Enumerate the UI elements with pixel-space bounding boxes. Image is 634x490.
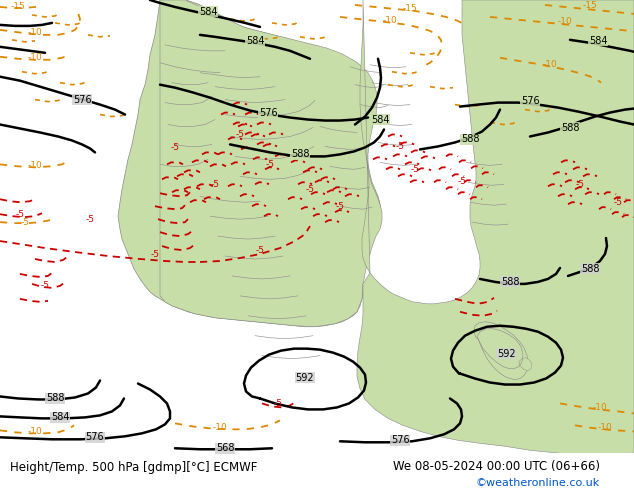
Text: -5: -5 [306,185,314,194]
Text: 588: 588 [461,134,479,145]
Text: -5: -5 [256,245,264,254]
Text: -10: -10 [543,60,557,69]
Polygon shape [160,0,382,327]
Text: 588: 588 [46,393,64,403]
Text: 576: 576 [86,432,105,442]
Text: 576: 576 [521,96,540,106]
Text: -15: -15 [583,1,597,10]
Text: -5: -5 [210,180,219,189]
Text: -10: -10 [28,28,42,37]
Text: -5: -5 [273,399,283,408]
Text: -5: -5 [458,177,467,186]
Text: 584: 584 [51,413,69,422]
Text: We 08-05-2024 00:00 UTC (06+66): We 08-05-2024 00:00 UTC (06+66) [393,460,600,473]
Text: -10: -10 [28,427,42,436]
Text: 592: 592 [496,348,515,359]
Text: 588: 588 [291,149,309,159]
Polygon shape [474,322,528,380]
Text: -5: -5 [576,180,585,189]
Text: -5: -5 [171,143,179,152]
Text: -5: -5 [20,218,30,227]
Text: -10: -10 [212,423,228,432]
Text: 588: 588 [560,122,579,132]
Text: 568: 568 [216,443,234,453]
Text: ©weatheronline.co.uk: ©weatheronline.co.uk [476,478,600,489]
Text: -15: -15 [11,2,25,11]
Text: 584: 584 [589,36,607,46]
Text: 588: 588 [581,264,599,274]
Text: -5: -5 [15,210,25,219]
Polygon shape [357,0,634,453]
Text: -5: -5 [335,202,344,211]
Text: -5: -5 [86,215,94,223]
Text: 584: 584 [371,115,389,124]
Text: 584: 584 [198,7,217,17]
Text: -10: -10 [28,53,42,62]
Text: -5: -5 [150,249,160,259]
Text: -10: -10 [593,403,607,412]
Text: -10: -10 [598,423,612,432]
Text: 592: 592 [295,372,314,383]
Text: -10: -10 [558,18,573,26]
Text: 588: 588 [501,277,519,287]
Text: -5: -5 [396,142,404,151]
Text: 576: 576 [259,108,277,118]
Text: -15: -15 [403,4,417,13]
Text: 576: 576 [391,435,410,445]
Text: -5: -5 [41,281,49,291]
Text: -10: -10 [383,17,398,25]
Text: -5: -5 [235,130,245,139]
Text: 576: 576 [73,95,91,105]
Polygon shape [118,0,381,327]
Text: Height/Temp. 500 hPa [gdmp][°C] ECMWF: Height/Temp. 500 hPa [gdmp][°C] ECMWF [10,462,257,474]
Polygon shape [519,358,532,370]
Text: -10: -10 [28,161,42,170]
Text: -5: -5 [410,165,420,174]
Text: -5: -5 [614,198,623,207]
Text: 584: 584 [246,36,264,46]
Text: -5: -5 [266,160,275,169]
